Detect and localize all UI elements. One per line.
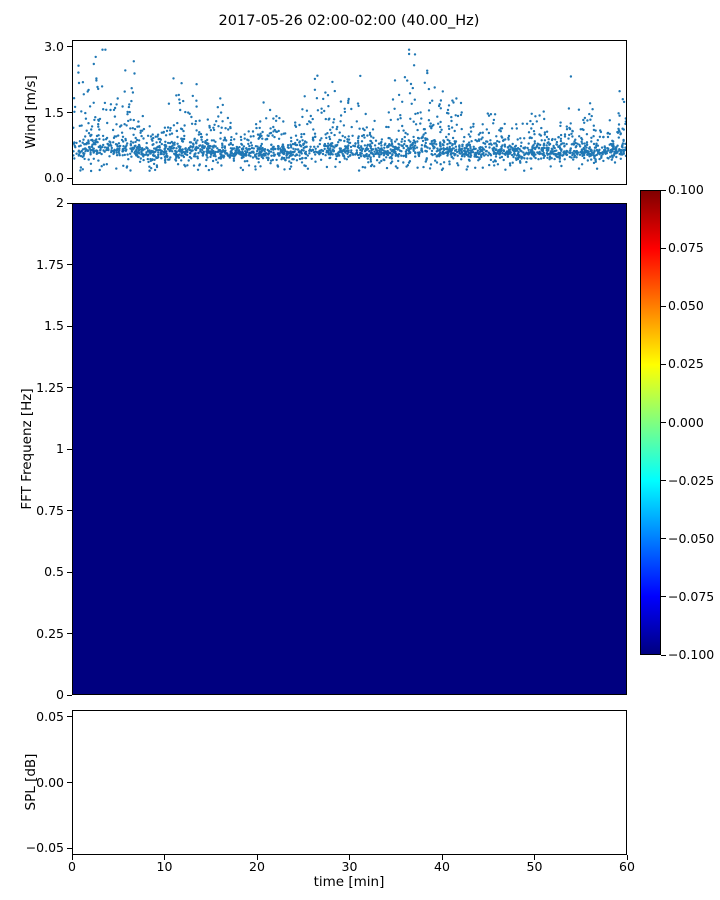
spl-tick-mark [67,716,72,718]
spl-tick-mark [67,847,72,849]
spectrogram-tick-mark [67,694,72,696]
xaxis-label: time [min] [313,874,385,890]
spectrogram-tick-mark [67,387,72,388]
wind-tick-label: 1.5 [44,104,64,120]
colorbar-tick-label: 0.100 [668,181,704,197]
spectrogram-axes [72,203,627,695]
xaxis-tick-mark [441,855,443,860]
spectrogram-tick-label: 1 [56,440,64,456]
spectrogram-tick-label: 0.75 [36,502,64,518]
spl-tick-label: −0.05 [25,840,64,856]
colorbar-tick-mark [661,538,666,540]
spectrogram-tick-mark [67,633,72,634]
colorbar-tick-label: 0.000 [668,414,704,430]
spectrogram-ylabel: FFT Frequenz [Hz] [19,388,35,510]
spectrogram-tick-label: 2 [56,194,64,210]
colorbar-tick-mark [661,305,666,307]
spectrogram-tick-label: 0 [56,686,64,702]
wind-tick-label: 3.0 [44,38,64,54]
wind-tick-label: 0.0 [44,170,64,186]
spectrogram-tick-mark [67,325,72,327]
spectrogram-tick-label: 1.75 [36,256,64,272]
xaxis-tick-mark [626,855,628,860]
spectrogram-tick-mark [67,448,72,450]
colorbar-tick-mark [661,189,666,191]
spectrogram-tick-label: 0.25 [36,625,64,641]
xaxis-tick-label: 40 [434,859,450,874]
spl-tick-label: 0.00 [36,774,64,790]
figure-title: 2017-05-26 02:00-02:00 (40.00_Hz) [218,13,480,29]
xaxis-tick-mark [534,855,535,860]
colorbar-tick-label: −0.075 [668,588,715,604]
colorbar-tick-mark [661,247,666,249]
xaxis-tick-label: 0 [68,859,76,874]
wind-scatter-axes [72,40,627,185]
wind-tick-mark [67,177,72,179]
colorbar-tick-mark [661,596,666,598]
spectrogram-tick-label: 1.25 [36,379,64,395]
xaxis-tick-mark [349,855,350,860]
xaxis-tick-label: 10 [156,859,173,874]
colorbar-tick-label: 0.025 [668,356,704,372]
xaxis-tick-label: 20 [249,859,265,874]
wind-ylabel: Wind [m/s] [23,75,39,149]
spectrogram-tick-mark [67,264,72,265]
wind-tick-mark [67,112,72,113]
xaxis-tick-mark [164,855,165,860]
colorbar-tick-mark [661,480,666,482]
wind-tick-mark [67,46,72,48]
xaxis-tick-label: 60 [619,859,635,874]
colorbar-tick-mark [661,422,666,423]
wind-scatter-points [73,48,626,173]
spectrogram-tick-mark [67,510,72,511]
colorbar-tick-label: −0.025 [668,472,715,488]
spectrogram-tick-label: 1.5 [44,317,64,333]
spl-tick-label: 0.05 [36,708,64,724]
colorbar-tick-label: −0.100 [668,646,715,662]
colorbar [640,190,661,655]
colorbar-tick-label: 0.075 [668,239,704,255]
colorbar-tick-mark [661,654,666,656]
xaxis-tick-label: 30 [341,859,358,874]
xaxis-tick-mark [71,855,73,860]
colorbar-tick-mark [661,363,666,365]
spectrogram-tick-mark [67,571,72,573]
colorbar-tick-label: 0.050 [668,298,704,313]
spl-tick-mark [67,782,72,783]
xaxis-tick-mark [256,855,258,860]
xaxis-tick-label: 50 [526,859,543,874]
spectrogram-tick-mark [67,202,72,204]
spl-axes [72,710,627,855]
spectrogram-tick-label: 0.5 [44,563,64,579]
colorbar-tick-label: −0.050 [668,530,715,546]
